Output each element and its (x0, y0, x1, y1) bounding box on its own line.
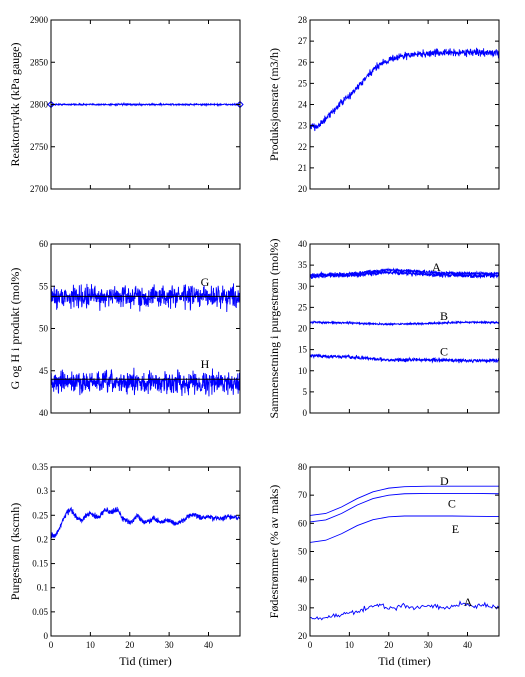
y-tick-label: 0.05 (32, 607, 48, 617)
y-axis-label: G og H i produkt (mol%) (8, 268, 22, 390)
y-tick-label: 27 (298, 36, 308, 46)
axes-box (50, 466, 241, 637)
y-tick-label: 50 (298, 547, 308, 557)
series-annotation: D (440, 474, 449, 488)
y-tick-label: 40 (39, 408, 49, 418)
series-line-1 (51, 506, 240, 539)
y-tick-label: 2800 (30, 100, 49, 110)
series-line-2 (310, 267, 499, 278)
y-tick-label: 0.1 (37, 583, 48, 593)
y-tick-label: 80 (298, 462, 308, 472)
y-tick-label: 2850 (30, 57, 49, 67)
y-tick-label: 70 (298, 490, 308, 500)
y-tick-label: 30 (298, 281, 308, 291)
series-annotation: A (432, 260, 441, 274)
x-tick-label: 30 (424, 640, 434, 650)
y-tick-label: 45 (39, 366, 49, 376)
x-axis-label: Tid (timer) (378, 654, 431, 668)
series-line-1 (310, 47, 499, 132)
chart-panel-2: 20 21 22 23 24 25 26 27 28 Produksjonsrate (m3/h) (267, 15, 500, 194)
y-tick-label: 0.15 (32, 559, 48, 569)
series-annotation: A (464, 595, 473, 609)
series-line-2 (310, 493, 499, 523)
y-tick-label: 5 (303, 387, 308, 397)
chart-panel-5: 0 10 20 30 40 0 0.05 0.1 0.15 0.2 0.25 0.3 0.35 Purge… (8, 462, 241, 668)
axes-box (309, 243, 500, 414)
endpoint-marker-2 (236, 100, 244, 109)
y-tick-label: 20 (298, 184, 308, 194)
y-tick-label: 50 (39, 324, 49, 334)
x-tick-label: 0 (49, 640, 54, 650)
x-tick-label: 20 (125, 640, 135, 650)
y-tick-label: 28 (298, 15, 308, 25)
y-tick-label: 20 (298, 324, 308, 334)
x-tick-label: 30 (165, 640, 175, 650)
x-tick-label: 10 (86, 640, 96, 650)
y-tick-label: 10 (298, 366, 308, 376)
y-tick-label: 35 (298, 260, 308, 270)
series-line-1 (51, 283, 240, 313)
series-line-3 (310, 515, 499, 543)
y-tick-label: 25 (298, 78, 308, 88)
y-tick-label: 0.35 (32, 462, 48, 472)
y-tick-label: 2900 (30, 15, 49, 25)
y-tick-label: 22 (298, 142, 307, 152)
series-annotation: H (201, 357, 210, 371)
y-tick-label: 21 (298, 163, 307, 173)
y-tick-label: 15 (298, 345, 308, 355)
y-tick-label: 40 (298, 239, 308, 249)
y-tick-label: 23 (298, 121, 308, 131)
x-tick-label: 40 (204, 640, 214, 650)
x-axis-label: Tid (timer) (119, 654, 172, 668)
axes-box (309, 466, 500, 637)
series-line-3 (310, 319, 499, 327)
y-axis-label: Purgestrøm (kscmh) (8, 503, 22, 600)
series-line-4 (310, 600, 499, 621)
series-annotation: G (201, 275, 210, 289)
y-axis-label: Sammensetning i purgestrøm (mol%) (267, 238, 281, 418)
y-tick-label: 0 (303, 408, 308, 418)
series-annotation: C (448, 497, 456, 511)
chart-panel-1: 2700 2750 2800 2850 2900 Reaktortrykk (kPa ga… (8, 15, 244, 194)
y-axis-label: Produksjonsrate (m3/h) (267, 48, 281, 161)
y-tick-label: 40 (298, 575, 308, 585)
series-line-1 (51, 101, 240, 107)
chart-panel-4: 0 5 10 15 20 25 30 35 40 Sammensetning i purgestr… (267, 238, 500, 419)
series-annotation: C (440, 345, 448, 359)
y-tick-label: 2700 (30, 184, 49, 194)
y-axis-label: Reaktortrykk (kPa gauge) (8, 43, 22, 167)
y-tick-label: 60 (298, 518, 308, 528)
y-tick-label: 25 (298, 302, 308, 312)
x-tick-label: 10 (345, 640, 355, 650)
y-tick-label: 2750 (30, 142, 49, 152)
y-tick-label: 20 (298, 631, 308, 641)
series-line-4 (310, 353, 499, 364)
y-tick-label: 60 (39, 239, 49, 249)
series-line-3 (51, 367, 240, 397)
x-tick-label: 40 (463, 640, 473, 650)
series-annotation: B (440, 309, 448, 323)
chart-panel-6: 0 10 20 30 40 20 30 40 50 60 70 80 Fødestrømmer (% a… (267, 462, 500, 668)
y-tick-label: 0.25 (32, 510, 48, 520)
x-tick-label: 0 (308, 640, 313, 650)
series-annotation: E (452, 522, 459, 536)
y-tick-label: 55 (39, 281, 49, 291)
series-line-1 (310, 485, 499, 516)
y-tick-label: 24 (298, 100, 308, 110)
chart-panel-3: 40 45 50 55 60 G og H i produkt (mol%) G H (8, 239, 241, 418)
y-tick-label: 0.3 (37, 486, 49, 496)
y-tick-label: 30 (298, 603, 308, 613)
y-tick-label: 26 (298, 57, 308, 67)
y-tick-label: 0 (44, 631, 49, 641)
x-tick-label: 20 (384, 640, 394, 650)
y-axis-label: Fødestrømmer (% av maks) (267, 485, 281, 619)
y-tick-label: 0.2 (37, 534, 48, 544)
